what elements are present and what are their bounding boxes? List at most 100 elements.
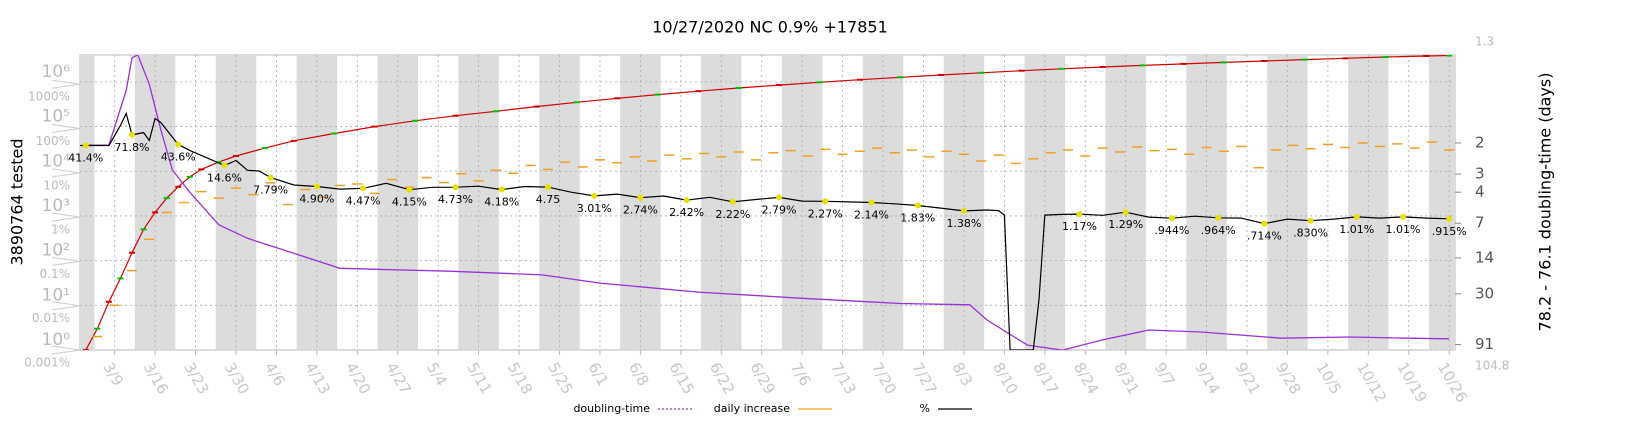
y-tick-label: 10⁶ [42, 62, 71, 82]
data-label: 2.74% [623, 204, 658, 217]
pct-tick [51, 168, 81, 178]
x-tick-label: 8/31 [1110, 359, 1142, 397]
y-tick-label: 10⁵ [42, 107, 70, 127]
pct-point [1261, 220, 1268, 227]
data-label: 4.47% [346, 194, 381, 207]
legend-label: daily increase [714, 402, 790, 415]
y2-limit-label: 1.3 [1475, 35, 1494, 49]
data-label: .944% [1154, 224, 1189, 237]
pct-tick [51, 124, 81, 134]
data-label: 1.38% [946, 217, 981, 230]
data-label: 4.18% [484, 196, 519, 209]
data-label: 1.01% [1386, 223, 1421, 236]
y2-tick-label: 91 [1475, 335, 1494, 353]
data-label: 1.17% [1062, 220, 1097, 233]
x-tick-label: 8/10 [989, 359, 1021, 397]
pct-point [637, 194, 644, 201]
x-tick-label: 6/8 [625, 359, 653, 389]
pct-point [128, 131, 135, 138]
data-label: 1.83% [900, 211, 935, 224]
x-tick-label: 9/21 [1232, 359, 1264, 397]
y2-axis-label: 78.2 - 76.1 doubling-time (days) [1536, 73, 1555, 332]
x-tick-label: 5/25 [544, 359, 576, 397]
y2-tick-label: 14 [1475, 248, 1494, 266]
data-label: 71.8% [115, 141, 150, 154]
x-tick-label: 4/20 [342, 359, 374, 397]
y2-tick-label: 7 [1475, 214, 1485, 232]
pct-point [221, 162, 228, 169]
x-tick-label: 5/18 [504, 359, 536, 397]
y2-tick-label: 3 [1475, 165, 1485, 183]
x-tick-label: 6/15 [665, 359, 697, 397]
y2-limit-label: 104.8 [1475, 359, 1509, 373]
x-tick-label: 4/6 [261, 359, 289, 389]
x-tick-label: 4/27 [382, 359, 414, 397]
pct-point [498, 186, 505, 193]
plot-area [80, 55, 1455, 350]
x-tick-label: 10/12 [1353, 359, 1390, 405]
data-label: 4.90% [299, 193, 334, 206]
x-tick-label: 8/3 [949, 359, 977, 389]
pct-point [1400, 213, 1407, 220]
y-tick-label: 10³ [42, 196, 70, 216]
pct-tick-label: 1000% [28, 90, 70, 104]
pct-point [591, 192, 598, 199]
x-tick-label: 7/20 [868, 359, 900, 397]
x-tick-label: 8/17 [1029, 359, 1061, 397]
pct-point [960, 207, 967, 214]
data-label: 4.73% [438, 193, 473, 206]
pct-point [776, 194, 783, 201]
legend-label: % [920, 402, 930, 415]
data-label: 2.79% [762, 203, 797, 216]
x-tick-label: 6/22 [706, 359, 738, 397]
pct-point [1446, 215, 1453, 222]
x-tick-label: 3/30 [221, 359, 253, 397]
week-shade [80, 55, 95, 350]
x-tick-label: 7/6 [787, 359, 815, 389]
pct-tick [51, 301, 81, 311]
data-label: 2.42% [669, 206, 704, 219]
data-label: 2.14% [854, 208, 889, 221]
pct-point [1215, 214, 1222, 221]
data-label: 7.79% [253, 184, 288, 197]
x-tick-label: 10/19 [1393, 359, 1430, 405]
pct-point [82, 142, 89, 149]
pct-point [1076, 211, 1083, 218]
data-label: 4.75 [536, 193, 561, 206]
pct-tick [51, 256, 81, 266]
week-shade [1429, 55, 1455, 350]
pct-point [914, 202, 921, 209]
pct-point [267, 174, 274, 181]
x-tick-label: 10/5 [1313, 359, 1345, 397]
chart-title: 10/27/2020 NC 0.9% +17851 [652, 18, 888, 37]
pct-tick-label: 100% [36, 134, 70, 148]
data-label: 14.6% [207, 172, 242, 185]
pct-point [1307, 217, 1314, 224]
series-line [85, 55, 1450, 350]
x-tick-label: 9/7 [1151, 359, 1179, 389]
y-tick-label: 10² [42, 241, 70, 261]
legend-label: doubling-time [573, 402, 650, 415]
data-label: 1.01% [1339, 223, 1374, 236]
pct-point [868, 199, 875, 206]
pct-tick [51, 212, 81, 222]
pct-point [1168, 215, 1175, 222]
data-label: 3.01% [577, 202, 612, 215]
data-label: 41.4% [68, 151, 103, 164]
pct-point [729, 198, 736, 205]
pct-tick-label: 1% [51, 223, 70, 237]
x-tick-label: 7/27 [908, 359, 940, 397]
y2-tick-label: 30 [1475, 284, 1494, 302]
series-line [85, 55, 1450, 350]
pct-point [175, 141, 182, 148]
x-tick-label: 6/1 [585, 359, 613, 389]
pct-point [822, 198, 829, 205]
pct-point [683, 197, 690, 204]
pct-tick-label: 0.1% [40, 267, 71, 281]
y-tick-label: 10⁰ [42, 330, 71, 350]
x-tick-label: 4/13 [302, 359, 334, 397]
x-tick-label: 9/14 [1191, 359, 1223, 397]
y2-tick-label: 4 [1475, 183, 1485, 201]
